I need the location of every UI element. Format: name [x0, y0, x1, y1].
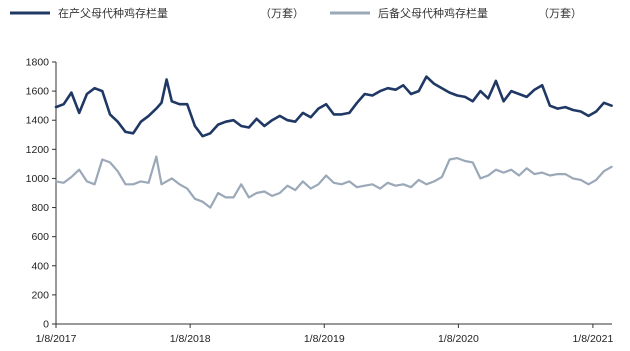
legend-entry-series-2: 后备父母代种鸡存栏量 （万套） — [330, 6, 582, 20]
y-tick-label: 400 — [31, 260, 49, 272]
y-tick-label: 600 — [31, 231, 49, 243]
x-tick-label: 1/8/2018 — [170, 333, 211, 345]
x-axis: 1/8/2017 1/8/2018 1/8/2019 1/8/2020 1/8/2021 — [36, 323, 613, 345]
series-line-1 — [54, 75, 613, 138]
y-tick-label: 1600 — [26, 86, 50, 98]
y-tick-label: 1400 — [26, 115, 50, 127]
legend-entry-series-1: 在产父母代种鸡存栏量 （万套） — [10, 6, 304, 20]
y-axis: 0 200 400 600 800 1000 1200 1400 1600 1800 — [26, 57, 57, 331]
legend: 在产父母代种鸡存栏量 （万套） 后备父母代种鸡存栏量 （万套） — [10, 6, 582, 20]
y-tick-label: 1200 — [26, 144, 50, 156]
legend-unit-series-1: （万套） — [260, 7, 304, 20]
x-tick-label: 1/8/2019 — [304, 333, 345, 345]
x-tick-label: 1/8/2017 — [36, 333, 77, 345]
x-tick-label: 1/8/2020 — [438, 333, 479, 345]
plot-area — [54, 75, 613, 209]
x-tick-label: 1/8/2021 — [572, 333, 613, 345]
series-line-2 — [54, 155, 613, 209]
legend-label-series-2: 后备父母代种鸡存栏量 — [378, 6, 488, 20]
y-tick-label: 1800 — [26, 57, 50, 69]
y-tick-label: 0 — [43, 319, 49, 331]
legend-unit-series-2: （万套） — [538, 7, 582, 20]
y-tick-label: 200 — [31, 289, 49, 301]
legend-label-series-1: 在产父母代种鸡存栏量 — [58, 6, 168, 20]
y-tick-label: 800 — [31, 202, 49, 214]
y-tick-label: 1000 — [26, 173, 50, 185]
